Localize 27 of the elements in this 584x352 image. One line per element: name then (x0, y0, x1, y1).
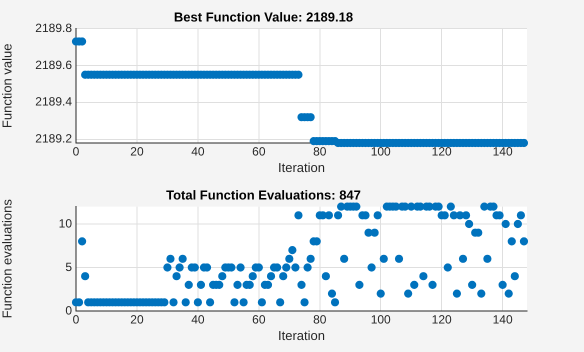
x-axis-title: Iteration (278, 328, 325, 343)
y-axis-title: Function value (0, 44, 14, 128)
x-tick-label: 60 (252, 312, 266, 327)
chart-title: Best Function Value: 2189.18 (174, 9, 354, 24)
y-tick-label: 0 (65, 303, 72, 318)
x-axis-title: Iteration (278, 160, 325, 175)
x-tick-label: 100 (370, 312, 392, 327)
y-tick-label: 2189.6 (35, 58, 72, 72)
x-tick-label: 80 (313, 312, 327, 327)
y-axis-title: Function evaluations (0, 198, 14, 318)
y-tick-label: 2189.4 (35, 94, 72, 109)
x-tick-label: 40 (191, 144, 205, 159)
x-tick-label: 140 (492, 312, 513, 327)
x-tick-label: 20 (130, 144, 144, 159)
y-tick-label: 10 (58, 216, 72, 230)
x-tick-label: 80 (313, 144, 327, 159)
x-tick-label: 100 (370, 144, 392, 159)
x-tick-label: 120 (432, 312, 452, 327)
y-tick-label: 2189.8 (35, 20, 72, 35)
x-tick-label: 40 (191, 312, 205, 327)
y-tick-label: 2189.2 (35, 132, 72, 146)
chart-title: Total Function Evaluations: 847 (166, 187, 361, 202)
x-tick-label: 140 (492, 144, 513, 159)
x-tick-label: 120 (432, 144, 452, 159)
x-tick-label: 60 (252, 144, 266, 159)
x-tick-label: 20 (130, 312, 144, 327)
y-tick-label: 5 (65, 260, 72, 274)
